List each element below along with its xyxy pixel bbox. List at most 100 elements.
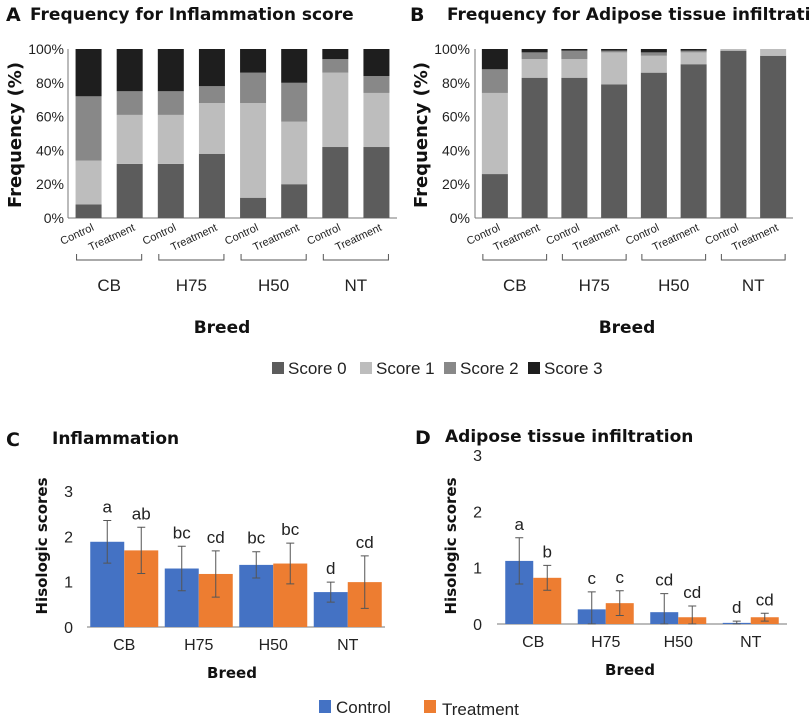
- stacked-bar-segment-score-1: [481, 92, 508, 175]
- stacked-bar-segment-score-2: [157, 91, 184, 115]
- group-label: NT: [345, 276, 368, 295]
- y-tick-label: 40%: [36, 142, 64, 158]
- stacked-bar-segment-score-1: [601, 52, 628, 85]
- panel-d-label: D: [415, 427, 431, 449]
- stacked-bar-segment-score-3: [481, 49, 508, 70]
- stacked-bar-segment-score-1: [521, 59, 548, 78]
- panel-a-title: Frequency for Inflammation score: [30, 5, 354, 25]
- significance-letter: cd: [207, 528, 225, 547]
- significance-letter: cd: [756, 590, 774, 609]
- error-bar: [103, 519, 112, 564]
- group-label: H50: [658, 276, 689, 295]
- group-bracket: [482, 254, 548, 261]
- stacked-bar-segment-score-1: [561, 59, 588, 78]
- stacked-bar-segment-score-3: [640, 49, 667, 53]
- stacked-bar-segment-score-2: [680, 50, 707, 53]
- stacked-bar-segment-score-0: [240, 197, 267, 218]
- stacked-bar-segment-score-2: [640, 52, 667, 56]
- stacked-bar-segment-score-0: [116, 163, 143, 218]
- stacked-bar-segment-score-0: [198, 153, 225, 218]
- legend-swatch-score-0: [272, 362, 284, 374]
- legend-swatch-control: [319, 700, 331, 713]
- stacked-bar-segment-score-0: [281, 184, 308, 218]
- stacked-bar-segment-score-0: [760, 55, 787, 219]
- stacked-bar-segment-score-0: [481, 174, 508, 218]
- stacked-bar-segment-score-2: [363, 76, 390, 93]
- group-bracket: [641, 254, 707, 261]
- legend-label-control: Control: [336, 698, 391, 717]
- y-tick-label: 100%: [434, 41, 470, 57]
- x-category-label: H75: [184, 637, 213, 654]
- stacked-bar-segment-score-2: [521, 52, 548, 60]
- group-label: CB: [97, 276, 121, 295]
- stacked-bar-segment-score-0: [521, 77, 548, 218]
- error-bar: [326, 581, 335, 603]
- group-bracket: [322, 254, 389, 261]
- stacked-bar-segment-score-3: [198, 49, 225, 87]
- x-category-label: NT: [740, 634, 762, 651]
- significance-letter: bc: [247, 529, 265, 548]
- stacked-bar-segment-score-2: [481, 69, 508, 93]
- stacked-bar-segment-score-3: [157, 49, 184, 92]
- stacked-bar-segment-score-1: [760, 49, 787, 56]
- stacked-bar-segment-score-1: [116, 114, 143, 164]
- significance-letter: a: [515, 515, 525, 534]
- legend-label-treatment: Treatment: [442, 700, 519, 717]
- panel-b-title: Frequency for Adipose tissue infiltratio…: [447, 5, 809, 25]
- significance-letter: c: [616, 568, 625, 587]
- x-category-label: Treatment: [334, 222, 384, 254]
- stacked-bar-segment-score-0: [322, 147, 349, 218]
- error-bar: [515, 537, 524, 585]
- stacked-bar-segment-score-2: [75, 96, 102, 161]
- y-tick-label: 60%: [442, 109, 470, 125]
- panel-c-ylabel: Hisologic scores: [33, 477, 51, 614]
- stacked-bar-segment-score-0: [75, 204, 102, 218]
- panel-b-ylabel: Frequency (%): [411, 62, 432, 208]
- stacked-bar-segment-score-1: [157, 114, 184, 164]
- significance-letter: d: [732, 598, 741, 617]
- y-tick-label: 2: [64, 529, 73, 546]
- error-bar: [760, 612, 769, 622]
- group-bracket: [76, 254, 143, 261]
- significance-letter: cd: [655, 571, 673, 590]
- panel-a-xlabel: Breed: [194, 318, 251, 338]
- panel-c-xlabel: Breed: [207, 664, 257, 682]
- panel-d-ylabel: Hisologic scores: [442, 477, 460, 614]
- group-label: H50: [258, 276, 289, 295]
- significance-letter: cd: [683, 583, 701, 602]
- stacked-bar-segment-score-1: [198, 103, 225, 154]
- stacked-bar-segment-score-1: [281, 121, 308, 185]
- legend-swatch-score-2: [444, 362, 456, 374]
- stacked-bar-segment-score-3: [322, 49, 349, 60]
- group-label: H75: [176, 276, 207, 295]
- stacked-bar-segment-score-2: [116, 91, 143, 115]
- group-bracket: [240, 254, 307, 261]
- panel-d-title: Adipose tissue infiltration: [445, 427, 693, 447]
- significance-letter: b: [543, 542, 552, 561]
- x-category-label: H50: [259, 637, 288, 654]
- group-bracket: [720, 254, 786, 261]
- stacked-bar-segment-score-2: [601, 50, 628, 53]
- error-bar: [360, 555, 369, 609]
- y-tick-label: 60%: [36, 109, 64, 125]
- stacked-bar-segment-score-1: [680, 52, 707, 65]
- y-tick-label: 80%: [442, 75, 470, 91]
- treatment-legend: Control Treatment: [319, 698, 519, 717]
- x-category-label: CB: [113, 637, 135, 654]
- stacked-bar-segment-score-3: [680, 49, 707, 51]
- error-bar: [211, 550, 220, 598]
- x-category-label: Treatment: [169, 222, 219, 254]
- stacked-bar-segment-score-0: [720, 50, 747, 218]
- y-tick-label: 1: [473, 561, 482, 578]
- group-bracket: [561, 254, 627, 261]
- error-bar: [615, 590, 624, 617]
- significance-letter: cd: [356, 533, 374, 552]
- error-bar: [732, 620, 741, 625]
- y-tick-label: 1: [64, 575, 73, 592]
- stacked-bar-segment-score-0: [157, 163, 184, 218]
- y-tick-label: 3: [64, 484, 73, 501]
